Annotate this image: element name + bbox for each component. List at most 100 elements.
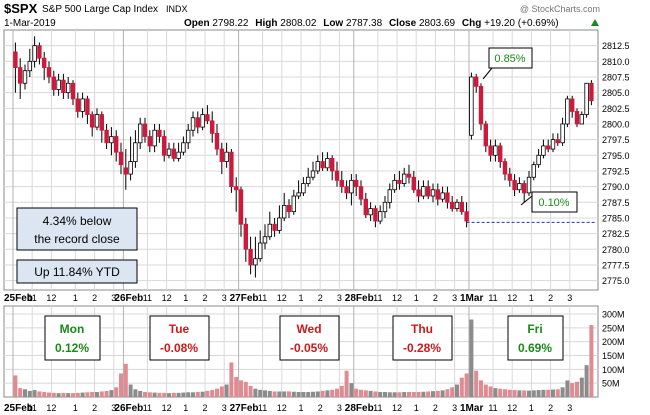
volume-bar xyxy=(75,392,80,397)
candle-body xyxy=(286,205,292,213)
high-pct-pointer xyxy=(482,67,493,80)
volume-bar xyxy=(450,387,455,397)
time-tick-label: 1 xyxy=(529,293,534,303)
volume-bar xyxy=(90,392,95,397)
candle-body xyxy=(358,186,364,200)
volume-tick-label: 100M xyxy=(602,365,625,375)
candle-body xyxy=(66,82,71,94)
chart-date: 1-Mar-2019 xyxy=(4,18,56,29)
volume-bar xyxy=(335,388,339,397)
volume-bar xyxy=(354,388,359,397)
volume-bar xyxy=(306,392,311,397)
candle-body xyxy=(233,186,239,191)
candle-body xyxy=(157,129,162,137)
volume-bar xyxy=(483,384,488,397)
volume-bar xyxy=(47,392,51,397)
volume-bar xyxy=(407,392,411,397)
volume-bar xyxy=(349,383,354,397)
candle-body xyxy=(75,98,80,112)
volume-bar xyxy=(215,388,219,397)
candle-body xyxy=(469,76,474,136)
volume-bar xyxy=(287,391,291,397)
volume-bars xyxy=(13,319,594,397)
candle-body xyxy=(257,242,263,260)
below-record-box xyxy=(16,207,138,251)
volume-bar xyxy=(32,390,37,397)
day-pct-wed: -0.05% xyxy=(290,341,328,355)
volume-bar xyxy=(392,392,397,397)
candle-body xyxy=(277,217,282,231)
candle-body xyxy=(99,114,104,131)
price-tick-label: 2790.0 xyxy=(602,182,630,192)
candle-body xyxy=(344,186,349,194)
candle-body xyxy=(401,173,407,184)
volume-bar xyxy=(219,386,224,397)
volume-bar xyxy=(61,392,66,397)
volume-bar xyxy=(66,393,71,397)
time-tick-label: 11 xyxy=(28,293,37,303)
candle-body xyxy=(176,151,181,159)
time-tick-label: 2 xyxy=(548,403,553,413)
chart-exchange: INDX xyxy=(166,4,188,14)
volume-bar xyxy=(42,392,47,397)
candle-body xyxy=(502,161,508,175)
candle-body xyxy=(305,176,311,184)
candle-body xyxy=(334,170,340,181)
candle-body xyxy=(229,151,234,188)
volume-bar xyxy=(234,377,239,397)
volume-bar xyxy=(248,385,253,397)
day-box-wed: Wed -0.05% xyxy=(279,315,340,361)
time-tick-label: 2 xyxy=(433,403,438,413)
candle-body xyxy=(435,189,440,200)
candle-body xyxy=(147,136,152,147)
candle-body xyxy=(406,173,412,178)
day-box-fri: Fri 0.69% xyxy=(507,315,564,361)
volume-bar xyxy=(239,380,243,397)
volume-bar xyxy=(162,392,167,397)
time-tick-label: 1 xyxy=(73,403,78,413)
volume-bar xyxy=(243,381,248,397)
volume-bar xyxy=(435,390,440,397)
time-tick-label: 2 xyxy=(92,293,97,303)
time-tick-label: 2 xyxy=(92,403,97,413)
candle-body xyxy=(166,148,172,156)
time-tick-label: 1Mar xyxy=(460,293,483,304)
volume-bar xyxy=(99,391,104,397)
volume-bar xyxy=(503,389,507,397)
candle-body xyxy=(329,158,335,172)
volume-bar xyxy=(531,390,536,397)
candle-body xyxy=(114,136,119,153)
volume-bar xyxy=(291,391,296,397)
candle-body xyxy=(272,223,277,231)
time-tick-label: 3 xyxy=(222,293,227,303)
volume-bar xyxy=(498,388,503,397)
time-tick-label: 27Feb xyxy=(230,403,259,414)
candle-body xyxy=(488,145,493,156)
volume-bar xyxy=(421,391,426,397)
candle-body xyxy=(574,111,580,125)
time-tick-label: 12 xyxy=(507,403,517,413)
candle-body xyxy=(281,205,287,219)
time-tick-label: 1 xyxy=(414,403,419,413)
volume-bar xyxy=(387,392,392,397)
candle-body xyxy=(200,114,205,128)
volume-bar xyxy=(104,390,109,397)
price-tick-label: 2812.5 xyxy=(602,41,630,51)
time-tick-label: 25Feb xyxy=(4,293,33,304)
ytd-label: Up 11.84% YTD xyxy=(34,265,120,279)
time-tick-label: 3 xyxy=(452,293,457,303)
candle-body xyxy=(94,114,100,128)
price-tick-label: 2805.0 xyxy=(602,88,630,98)
candle-body xyxy=(339,179,344,188)
candle-body xyxy=(32,45,37,62)
candle-body xyxy=(301,183,306,194)
volume-bar xyxy=(570,383,575,397)
time-tick-label: 3 xyxy=(452,403,457,413)
volume-bar xyxy=(589,325,594,397)
candle-body xyxy=(579,114,584,125)
candle-body xyxy=(430,189,436,197)
candle-body xyxy=(214,132,220,150)
volume-bar xyxy=(565,380,570,397)
candle-body xyxy=(243,223,248,250)
